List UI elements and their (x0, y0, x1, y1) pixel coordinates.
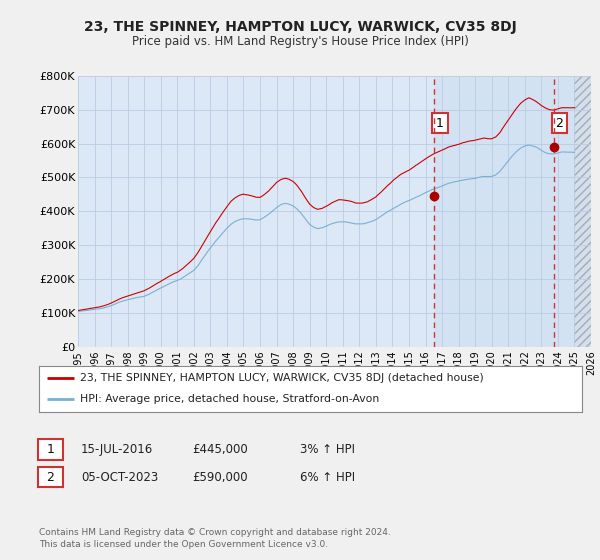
Text: 23, THE SPINNEY, HAMPTON LUCY, WARWICK, CV35 8DJ (detached house): 23, THE SPINNEY, HAMPTON LUCY, WARWICK, … (80, 373, 484, 383)
Text: 2: 2 (46, 470, 55, 484)
Text: 3% ↑ HPI: 3% ↑ HPI (300, 443, 355, 456)
Text: 2: 2 (556, 116, 563, 129)
Text: £590,000: £590,000 (192, 470, 248, 484)
Text: £445,000: £445,000 (192, 443, 248, 456)
Bar (574, 76, 591, 347)
Text: 1: 1 (436, 116, 444, 129)
Bar (574, 76, 591, 347)
Text: Price paid vs. HM Land Registry's House Price Index (HPI): Price paid vs. HM Land Registry's House … (131, 35, 469, 48)
Text: 6% ↑ HPI: 6% ↑ HPI (300, 470, 355, 484)
Text: 05-OCT-2023: 05-OCT-2023 (81, 470, 158, 484)
Text: HPI: Average price, detached house, Stratford-on-Avon: HPI: Average price, detached house, Stra… (80, 394, 379, 404)
Bar (434, 76, 574, 347)
Text: 1: 1 (46, 443, 55, 456)
Text: Contains HM Land Registry data © Crown copyright and database right 2024.
This d: Contains HM Land Registry data © Crown c… (39, 528, 391, 549)
Text: 23, THE SPINNEY, HAMPTON LUCY, WARWICK, CV35 8DJ: 23, THE SPINNEY, HAMPTON LUCY, WARWICK, … (83, 20, 517, 34)
Text: 15-JUL-2016: 15-JUL-2016 (81, 443, 153, 456)
